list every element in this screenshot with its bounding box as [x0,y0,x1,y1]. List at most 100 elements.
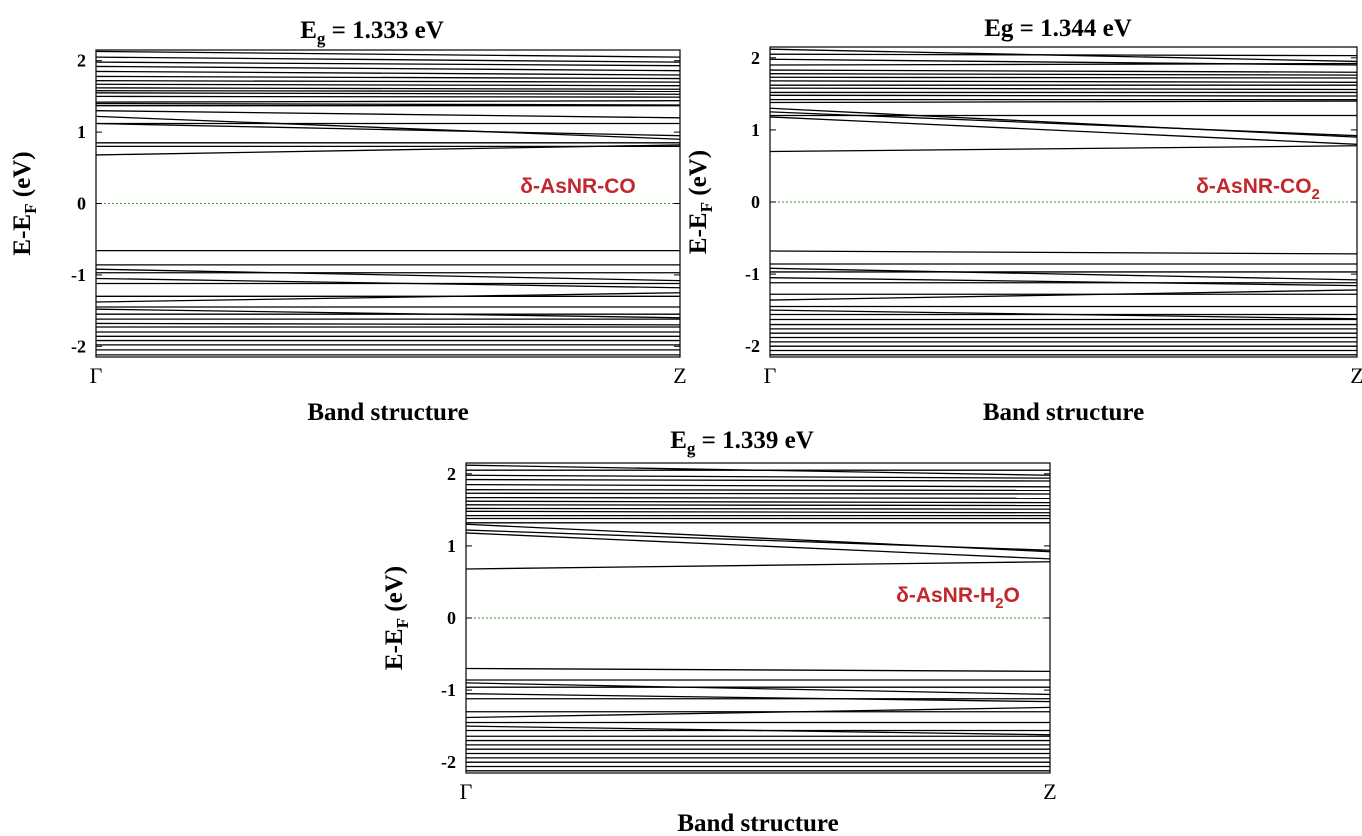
band-line-17 [96,122,680,137]
band-line-7 [770,80,1357,83]
band-line-16 [770,116,1357,145]
gap-title: Eg = 1.333 eV [300,17,444,48]
band-line-1 [770,53,1357,57]
band-line-13 [770,100,1357,104]
band-line-3 [770,62,1357,66]
band-line-5 [466,489,1050,492]
molecule-annotation-tail: O [1004,584,1020,607]
band-line-23 [770,277,1357,287]
x-tick-label: Γ [90,363,103,388]
band-line-8 [96,87,680,90]
y-tick-label: -2 [71,336,86,356]
band-line-17 [466,529,1050,551]
band-panel-top-left: 2 1 0 -1 -2Γ Z Eg = 1.333 eV Band structure E-EF… [9,17,687,426]
gap-title-main: E [670,427,687,454]
y-tick-label: -2 [441,752,456,772]
y-axis-label-main: E-E [685,212,712,254]
band-line-29 [96,292,680,303]
band-line-26 [466,706,1050,719]
band-line-0 [96,50,680,58]
y-axis-label-tail: (eV) [9,151,36,203]
band-line-19 [770,250,1357,255]
band-line-2 [96,61,680,67]
band-line-9 [96,90,680,93]
y-axis-label: E-EF (eV) [9,151,40,255]
band-line-14 [770,107,1357,138]
molecule-annotation-main: δ-AsNR-CO [1196,175,1311,198]
band-line-5 [96,75,680,80]
y-tick-label: 2 [447,464,456,484]
band-line-4 [770,69,1357,73]
band-line-7 [96,83,680,87]
molecule-annotation: δ-AsNR-H2O [896,584,1020,612]
gap-title-main: E [300,17,317,44]
band-line-11 [770,94,1357,97]
band-panel-top-right: 2 1 0 -1 -2Γ Z Eg = 1.344 eV Band structure E-EF… [685,15,1362,426]
x-tick-label: Z [1350,363,1362,388]
band-line-16 [466,532,1050,560]
band-lines [770,48,1357,356]
band-line-15 [96,110,680,119]
molecule-annotation-main: δ-AsNR-CO [520,175,635,198]
band-line-18 [466,561,1050,570]
x-tick-label: Γ [460,779,473,804]
y-tick-label: 2 [77,51,86,71]
y-tick-label: 0 [447,608,456,628]
band-line-2 [466,474,1050,479]
band-line-13 [96,102,680,106]
gap-title-tail: = 1.333 eV [325,17,443,44]
band-line-6 [770,76,1357,79]
band-line-18 [770,145,1357,153]
gap-title: Eg = 1.339 eV [670,427,814,458]
y-tick-label: 0 [751,192,760,212]
band-line-26 [770,289,1357,301]
band-line-6 [466,492,1050,495]
molecule-annotation-subscript: 2 [1312,186,1320,203]
y-axis-label-group: E-EF (eV) [381,566,412,670]
band-line-11 [466,510,1050,514]
y-axis-label: E-EF (eV) [685,150,716,254]
band-line-34 [96,322,680,326]
band-line-3 [96,65,680,72]
y-tick-label: -1 [71,265,86,285]
y-axis-label-main: E-E [381,628,408,670]
band-line-3 [466,478,1050,482]
y-axis-label-tail: (eV) [685,150,712,202]
y-axis-label-subscript: F [21,203,40,213]
band-line-5 [770,73,1357,76]
x-tick-label: Z [673,363,686,388]
band-line-9 [770,87,1357,91]
y-tick-label: -2 [745,336,760,356]
x-axis-label: Band structure [307,399,468,426]
x-axis-label: Band structure [677,810,838,836]
band-line-4 [466,483,1050,488]
band-line-7 [466,496,1050,499]
gap-title: Eg = 1.344 eV [984,15,1132,42]
band-panel-bottom-center: 2 1 0 -1 -2Γ Z Eg = 1.339 eV Band structure E-EF… [381,427,1057,836]
gap-title-subscript: g [317,29,326,48]
band-line-10 [466,507,1050,510]
band-line-9 [466,504,1050,507]
y-axis-label-main: E-E [9,214,36,256]
gap-title-main: Eg = 1.344 eV [984,15,1132,42]
x-tick-label: Z [1043,779,1056,804]
y-tick-label: 0 [77,194,86,214]
band-line-21 [96,144,680,156]
y-tick-label: -1 [745,264,760,284]
band-lines [466,464,1050,772]
y-tick-label: 1 [447,536,456,556]
band-line-23 [466,693,1050,703]
molecule-annotation-subscript: 2 [995,595,1003,612]
y-tick-label: 1 [77,122,86,142]
band-line-1 [96,56,680,63]
y-axis-label-tail: (eV) [381,566,408,618]
y-tick-label: 1 [751,120,760,140]
band-line-21 [466,682,1050,696]
y-axis-label-group: E-EF (eV) [9,151,40,255]
band-line-12 [96,100,680,103]
x-axis-label: Band structure [983,399,1144,426]
band-lines [96,50,680,356]
band-line-21 [770,267,1357,281]
gap-title-subscript: g [687,439,696,458]
